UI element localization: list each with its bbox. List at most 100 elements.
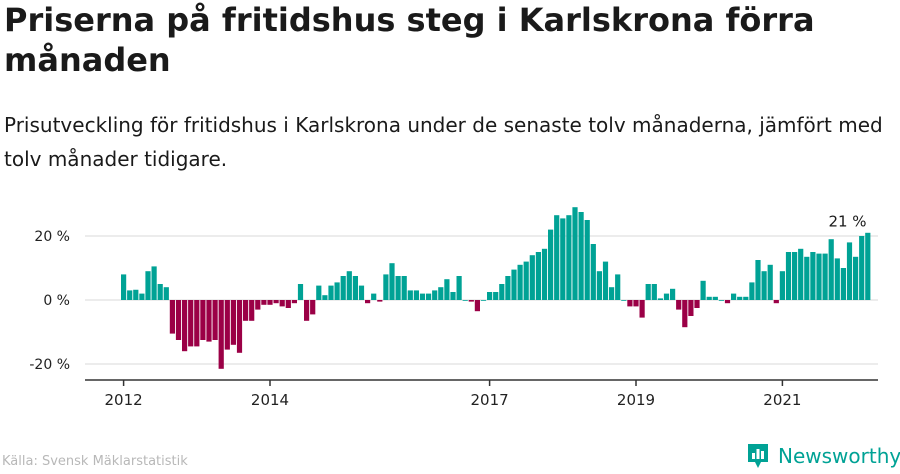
bar	[792, 252, 798, 300]
bar	[535, 252, 541, 300]
bar	[743, 296, 749, 300]
last-value-annotation: 21 %	[828, 212, 866, 230]
bar	[657, 298, 663, 300]
bar	[432, 290, 438, 300]
bar	[785, 252, 792, 300]
newsworthy-logo-icon	[748, 444, 768, 468]
bar	[383, 274, 389, 300]
bar	[151, 266, 157, 300]
bar	[615, 274, 621, 300]
bar	[663, 293, 670, 300]
axis-labels: 20 % 0 % -20 % 2012 2014 2017 2019 2021 21 %	[29, 212, 866, 409]
bar	[554, 215, 560, 300]
bar	[816, 253, 822, 300]
bar	[621, 300, 627, 301]
source-note: Källa: Svensk Mäklarstatistik	[2, 454, 188, 469]
bar	[590, 244, 596, 300]
bar	[121, 274, 127, 300]
bar	[365, 300, 371, 304]
bar	[328, 285, 334, 300]
x-tick-label: 2012	[105, 391, 143, 409]
bar	[334, 282, 340, 300]
bar	[541, 248, 548, 300]
bar	[523, 261, 529, 300]
bar	[706, 296, 712, 300]
bar-series	[121, 207, 871, 369]
x-tick-label: 2017	[471, 391, 509, 409]
bar	[133, 289, 139, 300]
x-tick-label: 2019	[617, 391, 655, 409]
bar	[779, 271, 785, 300]
bar	[291, 300, 297, 304]
bar	[853, 256, 859, 300]
y-tick-label: 0 %	[43, 293, 70, 309]
bar	[395, 276, 401, 300]
brand-name: Newsworthy	[778, 444, 900, 468]
bar	[737, 296, 743, 300]
bar	[676, 300, 682, 310]
bar	[749, 282, 755, 300]
bar	[169, 300, 175, 334]
bar	[127, 290, 133, 300]
bar	[810, 252, 816, 300]
bar	[468, 300, 474, 302]
y-tick-label: 20 %	[34, 229, 70, 245]
bar	[767, 264, 773, 300]
bar	[346, 271, 352, 300]
bar	[145, 271, 151, 300]
bar	[285, 300, 291, 308]
chart-title: Priserna på fritidshus steg i Karlskrona…	[4, 1, 815, 79]
bar	[450, 292, 456, 300]
bar	[773, 300, 779, 304]
bar	[688, 300, 694, 316]
bar	[639, 300, 645, 318]
bar	[529, 255, 535, 300]
bar	[462, 300, 468, 301]
bar	[560, 218, 566, 300]
bar	[578, 212, 584, 300]
bar	[694, 300, 700, 308]
bar	[712, 296, 718, 300]
bar	[633, 300, 639, 307]
newsworthy-logo: Newsworthy	[746, 442, 900, 470]
bar	[859, 236, 865, 300]
bar	[157, 284, 163, 300]
bar	[670, 288, 676, 300]
bar	[188, 300, 194, 347]
bar	[352, 276, 358, 300]
bar	[493, 292, 499, 300]
x-tick-label: 2021	[763, 391, 801, 409]
bar	[651, 284, 657, 300]
bar	[273, 300, 279, 304]
bar	[840, 268, 846, 300]
bar	[798, 248, 804, 300]
bar	[596, 271, 602, 300]
bar	[822, 253, 828, 300]
bar	[456, 276, 462, 300]
bar	[413, 290, 419, 300]
bar	[755, 260, 761, 300]
bar	[182, 300, 188, 352]
bar	[682, 300, 688, 328]
bar	[609, 287, 615, 300]
bar	[804, 256, 810, 300]
bar	[249, 300, 255, 321]
bar	[584, 220, 590, 300]
bar	[267, 300, 273, 305]
bar	[230, 300, 236, 345]
bar-chart: 20 % 0 % -20 % 2012 2014 2017 2019 2021 21 %	[29, 207, 878, 409]
bar	[828, 239, 834, 300]
bar	[731, 293, 737, 300]
bar	[194, 300, 200, 347]
bar	[310, 300, 316, 315]
bar	[163, 287, 169, 300]
bar	[255, 300, 261, 310]
chart-subtitle: Prisutveckling för fritidshus i Karlskro…	[4, 113, 883, 171]
bar	[212, 300, 218, 340]
bar	[340, 276, 346, 300]
bar	[224, 300, 230, 350]
bar	[645, 284, 651, 300]
bar	[297, 284, 304, 300]
bar	[371, 293, 377, 300]
bar	[401, 276, 407, 300]
